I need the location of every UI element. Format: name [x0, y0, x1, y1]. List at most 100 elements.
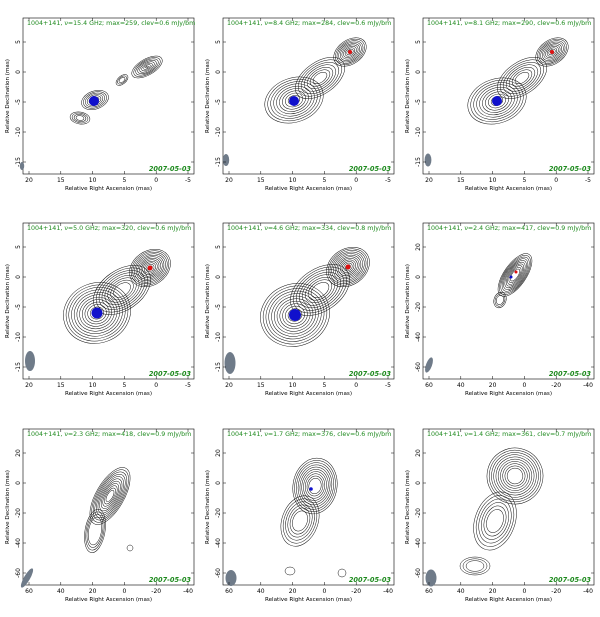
contour-level [459, 556, 491, 576]
observation-date: 2007-05-03 [349, 165, 392, 173]
contour-level [467, 77, 527, 125]
core-position-marker [509, 275, 513, 279]
contour-level [510, 268, 520, 282]
x-axis-label: Relative Right Ascension (mas) [265, 597, 352, 603]
x-tick-label: -5 [385, 177, 391, 184]
contour-level [81, 90, 109, 110]
x-axis-label: Relative Right Ascension (mas) [65, 597, 152, 603]
y-tick-label: 0 [415, 70, 422, 74]
x-tick-label: 0 [354, 177, 358, 184]
contour-level [101, 272, 143, 308]
contour-level [296, 462, 334, 510]
y-tick-label: -10 [415, 127, 422, 137]
contour-level [115, 74, 129, 86]
contour-level [548, 48, 556, 56]
contour-level [485, 91, 509, 111]
x-tick-label: 60 [225, 588, 233, 595]
core-position-marker [492, 96, 502, 106]
contour-level [285, 501, 315, 541]
y-tick-label: -10 [15, 332, 22, 342]
contour-level [113, 282, 131, 298]
x-tick-label: 60 [425, 382, 433, 389]
beam-ellipse [19, 162, 25, 170]
x-axis-label: Relative Right Ascension (mas) [465, 391, 552, 397]
x-tick-label: 40 [457, 382, 465, 389]
core-position-marker [309, 487, 313, 491]
contour-level [335, 38, 365, 66]
x-tick-label: 20 [25, 382, 33, 389]
contour-level [299, 271, 341, 309]
plot-frame [422, 17, 595, 175]
y-axis-label: Relative Declination (mas) [205, 59, 211, 133]
contour-level [344, 47, 356, 57]
contour-level [145, 65, 149, 69]
y-tick-label: 20 [215, 449, 222, 457]
contour-level [268, 290, 322, 340]
panel-header: 1004+141, ν=1.7 GHz; max=376, clev=0.6 m… [227, 431, 391, 438]
y-tick-label: -20 [215, 508, 222, 518]
plot-frame [222, 17, 395, 175]
x-tick-label: 40 [457, 588, 465, 595]
plot-frame [22, 222, 195, 380]
contour-level [493, 454, 537, 498]
y-tick-label: -5 [15, 304, 22, 310]
contour-level [285, 305, 305, 325]
contour-level [497, 253, 533, 297]
contour-level [279, 300, 311, 330]
y-tick-label: 5 [215, 40, 222, 44]
contour-level [86, 514, 104, 548]
y-axis-label: Relative Declination (mas) [405, 59, 411, 133]
contour-level [69, 111, 91, 125]
contour-level [482, 89, 512, 113]
x-tick-label: -20 [551, 382, 561, 389]
contour-level [99, 480, 121, 512]
x-tick-label: 20 [89, 588, 97, 595]
y-tick-label: 0 [215, 275, 222, 279]
plot-frame [222, 428, 395, 586]
contour-level [486, 447, 544, 505]
contour-level [135, 58, 159, 76]
y-tick-label: -15 [215, 362, 222, 372]
contour-map-panel-8: 1004+141, ν=1.7 GHz; max=376, clev=0.6 m… [205, 428, 395, 603]
y-tick-label: -5 [15, 99, 22, 105]
contour-map-panel-1: 1004+141, ν=15.4 GHz; max=259, clev=0.6 … [5, 17, 195, 192]
contour-level [475, 495, 515, 547]
contour-lines [69, 55, 163, 125]
plot-frame [422, 428, 595, 586]
x-tick-label: 10 [289, 177, 297, 184]
beam-ellipse [424, 153, 432, 167]
contour-lines [63, 248, 171, 344]
contour-level [503, 260, 527, 290]
x-tick-label: 10 [289, 382, 297, 389]
contour-level [341, 44, 359, 60]
x-axis-label: Relative Right Ascension (mas) [465, 186, 552, 192]
contour-level [310, 282, 330, 298]
contour-level [102, 485, 118, 507]
contour-level [142, 260, 158, 276]
contour-level [298, 59, 342, 97]
peak-position-marker [550, 50, 554, 54]
x-axis-label: Relative Right Ascension (mas) [65, 186, 152, 192]
contour-level [91, 469, 129, 523]
y-tick-label: 5 [15, 40, 22, 44]
contour-level [327, 248, 369, 286]
y-axis-label: Relative Declination (mas) [405, 264, 411, 338]
y-tick-label: -60 [215, 568, 222, 578]
contour-level [68, 287, 126, 339]
peak-position-marker [514, 270, 518, 274]
contour-level [478, 498, 512, 544]
x-tick-label: 20 [225, 382, 233, 389]
contour-level [339, 43, 361, 61]
contour-level [500, 256, 530, 294]
peak-position-marker [147, 265, 153, 271]
contour-level [504, 465, 526, 487]
contour-level [71, 289, 123, 337]
y-tick-label: -5 [415, 99, 422, 105]
x-tick-label: -5 [585, 177, 591, 184]
observation-date: 2007-05-03 [149, 576, 192, 584]
x-tick-label: 60 [425, 588, 433, 595]
y-tick-label: 0 [15, 70, 22, 74]
contour-level [304, 473, 326, 499]
contour-level [65, 284, 129, 342]
contour-level [470, 79, 524, 123]
